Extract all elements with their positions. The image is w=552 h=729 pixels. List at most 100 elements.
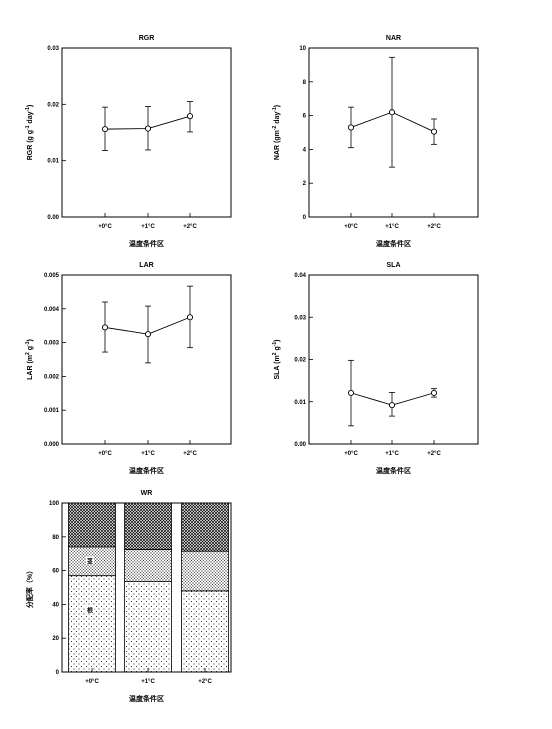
y-axis-label-part: -1 xyxy=(272,342,278,347)
x-tick-label: +2°C xyxy=(427,451,441,457)
y-tick-label: 0.00 xyxy=(47,215,59,221)
y-axis-label-part: 2 xyxy=(272,352,278,355)
data-point xyxy=(186,113,194,120)
x-tick-label: +0°C xyxy=(85,679,99,685)
y-axis-label: SLA (m2 g-1) xyxy=(272,339,281,379)
x-axis-label: 温度条件区 xyxy=(376,466,411,475)
x-axis-label: 温度条件区 xyxy=(129,239,164,248)
data-point xyxy=(430,389,438,396)
data-point xyxy=(347,124,355,131)
x-tick-label: +1°C xyxy=(141,451,155,457)
y-axis-label-part: RGR (g g xyxy=(27,130,34,160)
y-axis-label-part: LAR (m xyxy=(27,355,34,380)
y-axis-label-part: -1 xyxy=(272,107,278,112)
chart-title: NAR xyxy=(386,35,401,42)
x-tick-label: +2°C xyxy=(198,679,212,685)
y-tick-label: 4 xyxy=(303,147,307,153)
y-tick-label: 0.01 xyxy=(47,159,59,165)
series-label-bg xyxy=(86,556,94,565)
x-tick-label: +1°C xyxy=(141,224,155,230)
data-point xyxy=(186,314,194,321)
data-point xyxy=(347,389,355,396)
chart-title: WR xyxy=(141,490,153,497)
x-axis-label: 温度条件区 xyxy=(129,694,164,703)
chart-title: LAR xyxy=(139,262,153,269)
y-tick-label: 8 xyxy=(303,80,307,86)
y-tick-label: 0.00 xyxy=(294,442,306,448)
y-tick-label: 0.003 xyxy=(44,341,60,347)
plot-frame xyxy=(61,502,232,673)
data-point xyxy=(388,109,396,116)
plot-frame xyxy=(61,274,232,445)
y-axis-label: 分配率（%） xyxy=(25,567,34,608)
y-axis-label-part: -1 xyxy=(25,107,31,112)
plot-frame xyxy=(61,47,232,218)
y-tick-label: 0.005 xyxy=(44,273,60,279)
data-point xyxy=(101,126,109,133)
y-axis-label: RGR (g g-1 day-1) xyxy=(25,105,34,161)
y-tick-label: 0.03 xyxy=(47,46,59,52)
y-axis-label-part: ) xyxy=(274,339,281,341)
y-axis-label-part: ) xyxy=(27,339,34,341)
y-tick-label: 0.03 xyxy=(294,315,306,321)
x-tick-label: +1°C xyxy=(385,224,399,230)
x-axis-label: 温度条件区 xyxy=(376,239,411,248)
x-tick-label: +0°C xyxy=(98,451,112,457)
stacked-bar-segment xyxy=(124,581,172,673)
data-point xyxy=(430,128,438,135)
y-axis-label-part: g xyxy=(274,346,281,352)
y-tick-label: 20 xyxy=(52,636,59,642)
x-tick-label: +0°C xyxy=(98,224,112,230)
stacked-bar-segment xyxy=(181,550,229,592)
y-tick-label: 0.000 xyxy=(44,442,60,448)
stacked-bar-segment xyxy=(68,502,116,548)
x-tick-label: +2°C xyxy=(183,451,197,457)
x-axis-label: 温度条件区 xyxy=(129,466,164,475)
y-tick-label: 80 xyxy=(52,535,59,541)
series-label: 茎 xyxy=(87,557,93,565)
y-axis-label-part: -1 xyxy=(25,125,31,130)
y-axis-label-part: SLA (m xyxy=(274,355,281,379)
y-tick-label: 2 xyxy=(303,181,307,187)
plot-frame xyxy=(308,274,479,445)
chart-title: RGR xyxy=(139,35,155,42)
y-axis-label: NAR (gm-2 day-1) xyxy=(272,105,281,160)
x-tick-label: +1°C xyxy=(141,679,155,685)
y-axis-label-part: -1 xyxy=(25,341,31,346)
series-label: 根 xyxy=(87,606,93,614)
x-tick-label: +0°C xyxy=(344,451,358,457)
data-point xyxy=(101,324,109,331)
y-tick-label: 0.01 xyxy=(294,400,306,406)
y-tick-label: 0.002 xyxy=(44,374,60,380)
stacked-bar-segment xyxy=(181,502,229,552)
y-tick-label: 0.001 xyxy=(44,408,60,414)
y-axis-label-part: NAR (gm xyxy=(274,130,281,160)
y-tick-label: 0 xyxy=(303,215,307,221)
y-tick-label: 6 xyxy=(303,114,307,120)
plot-frame xyxy=(308,47,479,218)
data-point xyxy=(388,402,396,409)
y-axis-label-part: day xyxy=(274,112,281,126)
y-axis-label-part: ) xyxy=(274,105,281,107)
stacked-bar-segment xyxy=(68,575,116,673)
stacked-bar-segment xyxy=(124,549,172,582)
y-tick-label: 40 xyxy=(52,602,59,608)
y-tick-label: 0.004 xyxy=(44,307,60,313)
data-point xyxy=(144,125,152,132)
y-axis-label-part: g xyxy=(27,346,34,352)
y-tick-label: 0.04 xyxy=(294,273,306,279)
series-label-bg xyxy=(86,605,94,614)
y-axis-label-part: 2 xyxy=(25,352,31,355)
y-axis-label: LAR (m2 g-1) xyxy=(25,339,34,380)
y-tick-label: 0 xyxy=(56,670,60,676)
y-axis-label-part: ) xyxy=(27,105,34,107)
stacked-bar-segment xyxy=(181,590,229,673)
y-tick-label: 0.02 xyxy=(294,358,306,364)
y-tick-label: 100 xyxy=(49,501,60,507)
y-tick-label: 10 xyxy=(299,46,306,52)
y-tick-label: 60 xyxy=(52,569,59,575)
chart-title: SLA xyxy=(387,262,401,269)
x-tick-label: +2°C xyxy=(427,224,441,230)
x-tick-label: +2°C xyxy=(183,224,197,230)
